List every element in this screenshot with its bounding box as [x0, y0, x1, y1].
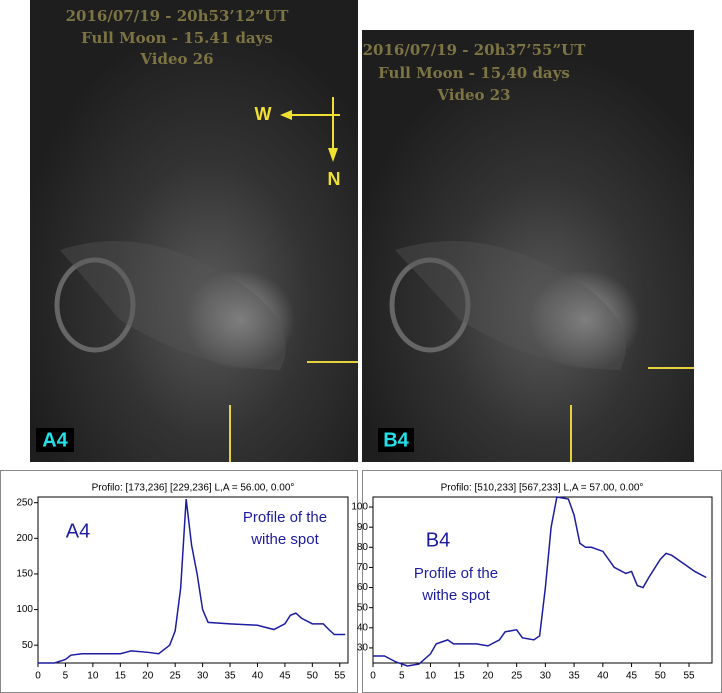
- x-tick-label: 10: [425, 671, 437, 682]
- y-tick-label: 150: [16, 569, 33, 580]
- x-tick-label: 25: [170, 671, 182, 682]
- y-tick-label: 80: [357, 542, 369, 553]
- y-tick-label: 70: [357, 562, 369, 573]
- x-tick-label: 20: [142, 671, 154, 682]
- y-tick-label: 200: [16, 533, 33, 544]
- annotation: Profile of the: [243, 509, 327, 526]
- x-tick-label: 55: [683, 671, 695, 682]
- x-tick-label: 45: [626, 671, 638, 682]
- profile-line: [373, 496, 707, 667]
- caption: 2016/07/19 - 20h37’55”UT: [363, 41, 587, 59]
- annotation: B4: [426, 529, 450, 551]
- caption: Video 26: [139, 50, 213, 68]
- image-label: A4: [42, 429, 68, 451]
- x-tick-label: 0: [35, 671, 41, 682]
- x-tick-label: 55: [334, 671, 346, 682]
- plot-frame: [372, 496, 713, 664]
- y-tick-label: 100: [16, 604, 33, 615]
- x-tick-label: 50: [655, 671, 667, 682]
- x-tick-label: 5: [63, 671, 69, 682]
- x-tick-label: 40: [597, 671, 609, 682]
- x-tick-label: 0: [370, 671, 376, 682]
- y-tick-label: 60: [357, 582, 369, 593]
- caption: Video 23: [436, 86, 510, 104]
- plot-frame: [37, 496, 349, 664]
- x-tick-label: 35: [224, 671, 236, 682]
- y-tick-label: 50: [22, 640, 34, 651]
- chart-title: Profilo: [510,233] [567,233] L,A = 57.00…: [441, 483, 644, 494]
- chart-title: Profilo: [173,236] [229,236] L,A = 56.00…: [92, 483, 295, 494]
- panel-frame: [0, 470, 358, 693]
- x-tick-label: 15: [115, 671, 127, 682]
- y-tick-label: 30: [357, 643, 369, 654]
- y-tick-label: 40: [357, 622, 369, 633]
- annotation: A4: [66, 520, 90, 542]
- x-tick-label: 5: [399, 671, 405, 682]
- annotation: withe spot: [250, 531, 319, 548]
- x-tick-label: 30: [540, 671, 552, 682]
- moon-photo: W N 2016/07/19 - 20h53’12”UT Full Moon -…: [30, 0, 358, 462]
- caption: Full Moon - 15.41 days: [81, 29, 273, 47]
- caption: Full Moon - 15,40 days: [378, 64, 570, 82]
- x-tick-label: 45: [279, 671, 291, 682]
- compass-label: W: [255, 104, 272, 124]
- y-tick-label: 50: [357, 602, 369, 613]
- x-tick-label: 10: [87, 671, 99, 682]
- x-tick-label: 50: [307, 671, 319, 682]
- x-tick-label: 15: [454, 671, 466, 682]
- x-tick-label: 35: [569, 671, 581, 682]
- profile-line: [38, 499, 346, 664]
- y-tick-label: 100: [351, 502, 368, 513]
- x-tick-label: 20: [482, 671, 494, 682]
- caption: 2016/07/19 - 20h53’12”UT: [66, 7, 290, 25]
- y-tick-label: 90: [357, 522, 369, 533]
- moon-photo: 2016/07/19 - 20h37’55”UT Full Moon - 15,…: [362, 30, 694, 462]
- x-tick-label: 25: [511, 671, 523, 682]
- annotation: withe spot: [421, 587, 490, 604]
- compass-label: N: [328, 169, 341, 189]
- x-tick-label: 30: [197, 671, 209, 682]
- image-label: B4: [383, 429, 409, 451]
- annotation: Profile of the: [414, 565, 498, 582]
- x-tick-label: 40: [252, 671, 264, 682]
- y-tick-label: 250: [16, 497, 33, 508]
